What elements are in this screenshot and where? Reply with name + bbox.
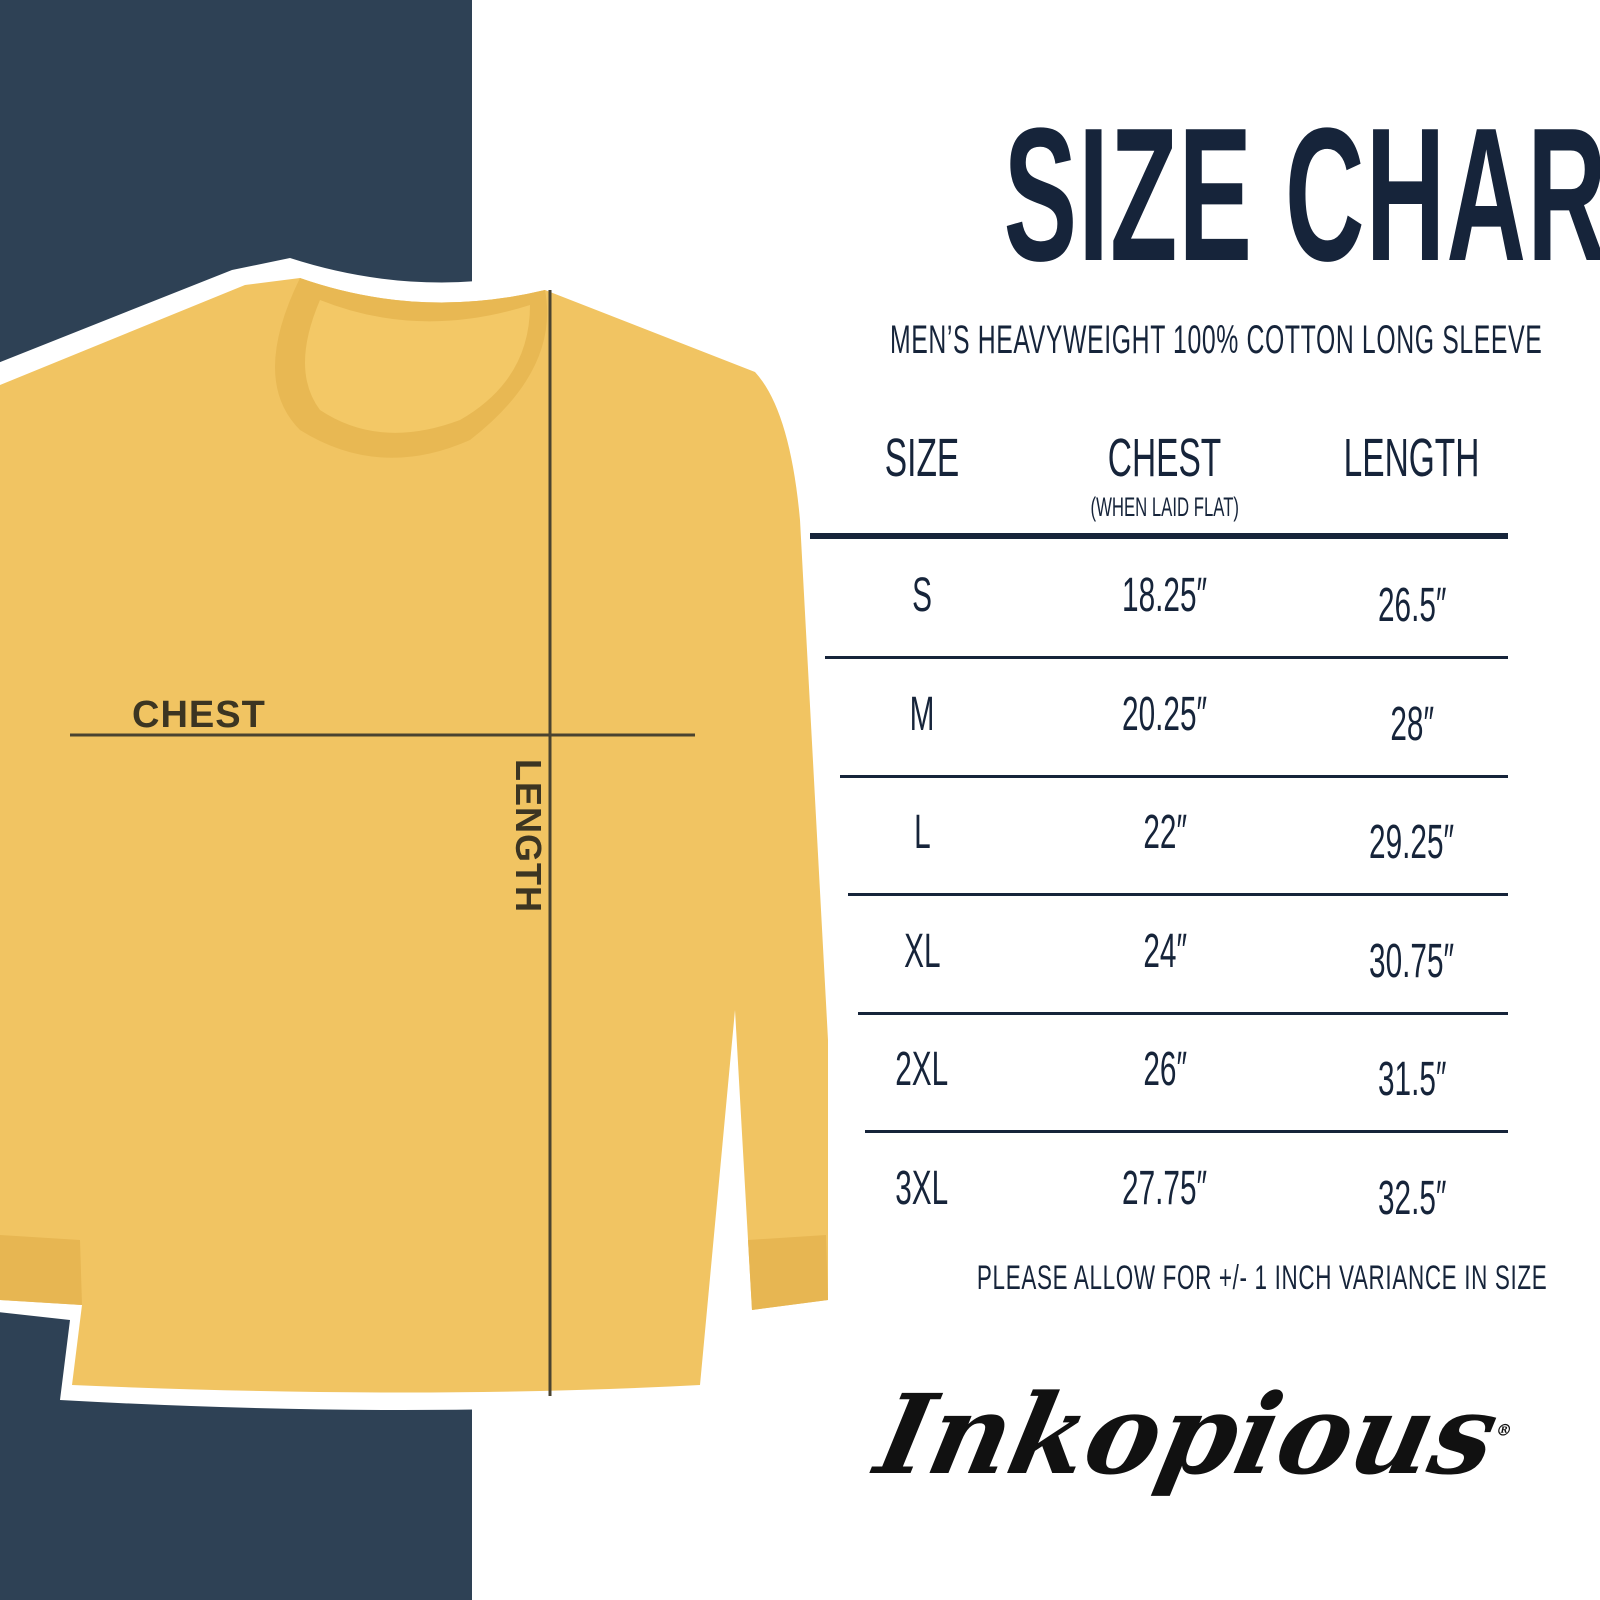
chest-diagram-label: CHEST bbox=[132, 694, 266, 736]
cell-size: XL bbox=[903, 924, 941, 978]
cell-chest: 24″ bbox=[1143, 924, 1187, 978]
row-divider bbox=[858, 1011, 1508, 1015]
cell-length: 30.75″ bbox=[1369, 934, 1455, 988]
header-divider bbox=[810, 533, 1508, 539]
cell-size: M bbox=[909, 687, 935, 741]
header-chest-note: (WHEN LAID FLAT) bbox=[1090, 492, 1240, 522]
subtitle: MEN’S HEAVYWEIGHT 100% COTTON LONG SLEEV… bbox=[889, 318, 1543, 362]
row-divider bbox=[865, 1130, 1508, 1133]
cell-length: 26.5″ bbox=[1377, 579, 1447, 632]
row-divider bbox=[825, 656, 1508, 659]
cell-chest: 26″ bbox=[1143, 1043, 1187, 1096]
table-row: M 20.25″ 28″ bbox=[0, 659, 1600, 778]
table-row: 3XL 27.75″ 32.5″ bbox=[0, 1133, 1600, 1251]
cell-size: S bbox=[912, 569, 932, 622]
cell-length: 31.5″ bbox=[1377, 1053, 1447, 1106]
cell-length: 29.25″ bbox=[1369, 816, 1455, 869]
table-row: 2XL 26″ 31.5″ bbox=[0, 1014, 1600, 1133]
cell-size: 2XL bbox=[895, 1043, 949, 1096]
table-row: L 22″ 29.25″ bbox=[0, 777, 1600, 896]
cell-chest: 20.25″ bbox=[1122, 687, 1208, 741]
cell-length: 28″ bbox=[1390, 697, 1434, 751]
inkopious-logo: Inkopious® bbox=[866, 1370, 1515, 1499]
row-divider bbox=[840, 774, 1508, 778]
cell-size: L bbox=[913, 806, 931, 859]
table-row: S 18.25″ 26.5″ bbox=[0, 540, 1600, 659]
page-title: SIZE CHART bbox=[1003, 89, 1600, 301]
variance-note: PLEASE ALLOW FOR +/- 1 INCH VARIANCE IN … bbox=[976, 1259, 1548, 1297]
header-size: SIZE bbox=[884, 428, 960, 488]
cell-chest: 22″ bbox=[1143, 806, 1187, 859]
cell-chest: 18.25″ bbox=[1122, 569, 1208, 622]
cell-chest: 27.75″ bbox=[1122, 1161, 1208, 1215]
header-chest: CHEST bbox=[1108, 428, 1222, 488]
cell-size: 3XL bbox=[895, 1161, 949, 1215]
cell-length: 32.5″ bbox=[1377, 1171, 1447, 1225]
header-length: LENGTH bbox=[1344, 428, 1480, 488]
table-row: XL 24″ 30.75″ bbox=[0, 896, 1600, 1015]
row-divider bbox=[848, 893, 1508, 896]
